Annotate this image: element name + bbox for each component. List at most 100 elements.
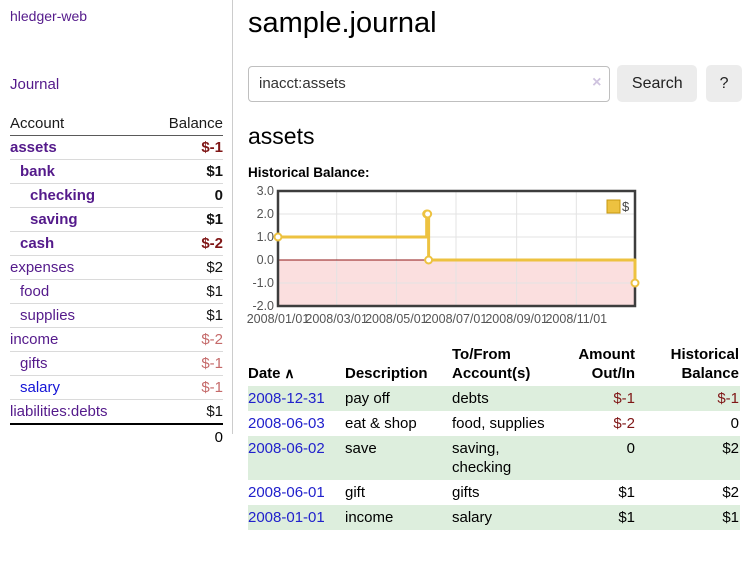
account-link-food[interactable]: food xyxy=(20,283,50,300)
account-row: gifts $-1 xyxy=(10,352,223,376)
transaction-balance: $2 xyxy=(722,484,739,501)
accounts-total-row: 0 xyxy=(10,425,223,449)
accounts-total-value: 0 xyxy=(214,428,223,446)
accounts-col-balance: Balance xyxy=(168,114,223,132)
transaction-description: save xyxy=(345,440,377,457)
sidebar-item-journal[interactable]: Journal xyxy=(10,76,60,93)
accounts-tree: Account Balance assets $-1 bank $1 checking 0… xyxy=(10,111,223,449)
transaction-accounts: saving, checking xyxy=(452,440,512,476)
transaction-accounts: debts xyxy=(452,390,489,407)
transaction-amount: 0 xyxy=(626,440,635,457)
svg-text:1.0: 1.0 xyxy=(257,230,274,244)
register-col-date: Date ∧ xyxy=(248,365,295,382)
transaction-description: eat & shop xyxy=(345,415,417,432)
accounts-header: Account Balance xyxy=(10,111,223,136)
account-balance: $-2 xyxy=(201,235,223,252)
account-balance: $-1 xyxy=(201,379,223,396)
transaction-accounts: gifts xyxy=(452,484,480,501)
account-row: checking 0 xyxy=(10,184,223,208)
svg-text:2008/01/01: 2008/01/01 xyxy=(247,312,310,326)
register-col-description: Description xyxy=(345,365,428,382)
historical-balance-chart: $3.0 2.0 1.0 0.0 -1.0 -2.0 2008/01/01 2008/03/0… xyxy=(247,184,742,334)
transaction-description: income xyxy=(345,509,394,526)
register-row: 2008-06-02 save saving, checking 0 $2 xyxy=(248,436,740,480)
transaction-balance: 0 xyxy=(730,415,739,432)
help-button[interactable]: ? xyxy=(706,65,742,102)
account-link-expenses[interactable]: expenses xyxy=(10,259,75,276)
account-link-supplies[interactable]: supplies xyxy=(20,307,76,324)
transaction-balance: $1 xyxy=(722,509,739,526)
account-balance: $1 xyxy=(206,163,223,180)
svg-text:2008/05/01: 2008/05/01 xyxy=(365,312,428,326)
svg-text:-1.0: -1.0 xyxy=(252,276,274,290)
account-balance: $1 xyxy=(206,283,223,300)
account-row: saving $1 xyxy=(10,208,223,232)
transaction-description: gift xyxy=(345,484,366,501)
clear-search-icon[interactable]: × xyxy=(592,73,602,91)
account-row: liabilities:debts $1 xyxy=(10,400,223,425)
account-row: salary $-1 xyxy=(10,376,223,400)
svg-text:2008/07/01: 2008/07/01 xyxy=(425,312,488,326)
account-balance: $-2 xyxy=(201,331,223,348)
account-row: supplies $1 xyxy=(10,304,223,328)
svg-text:$: $ xyxy=(622,199,630,214)
transaction-accounts: food, supplies xyxy=(452,415,545,432)
account-balance: $1 xyxy=(206,307,223,324)
register-row: 2008-12-31 pay off debts $-1 $-1 xyxy=(248,386,740,411)
svg-text:2008/11/01: 2008/11/01 xyxy=(545,312,607,326)
account-heading: assets xyxy=(248,123,315,149)
svg-text:2.0: 2.0 xyxy=(257,207,274,221)
svg-text:-2.0: -2.0 xyxy=(252,299,274,313)
transaction-amount: $-1 xyxy=(613,390,635,407)
account-balance: $1 xyxy=(206,211,223,228)
register-row: 2008-06-03 eat & shop food, supplies $-2 0 xyxy=(248,411,740,436)
transaction-amount: $1 xyxy=(618,509,635,526)
account-balance: $-1 xyxy=(201,139,223,156)
account-balance: $-1 xyxy=(201,355,223,372)
account-row: cash $-2 xyxy=(10,232,223,256)
account-row: expenses $2 xyxy=(10,256,223,280)
transaction-balance: $2 xyxy=(722,440,739,457)
account-balance: $1 xyxy=(206,403,223,420)
transaction-date-link[interactable]: 2008-12-31 xyxy=(248,390,325,407)
search-form: × Search ? xyxy=(248,65,742,102)
account-link-salary[interactable]: salary xyxy=(20,379,61,396)
transaction-date-link[interactable]: 2008-06-01 xyxy=(248,484,325,501)
transaction-date-link[interactable]: 2008-06-03 xyxy=(248,415,325,432)
chart-canvas: $3.0 2.0 1.0 0.0 -1.0 -2.02008/01/012008/03/0… xyxy=(247,184,640,326)
account-row: assets $-1 xyxy=(10,136,223,160)
app-brand-link[interactable]: hledger-web xyxy=(10,8,88,24)
svg-text:2008/03/01: 2008/03/01 xyxy=(305,312,368,326)
account-link-bank[interactable]: bank xyxy=(20,163,56,180)
account-row: income $-2 xyxy=(10,328,223,352)
transaction-description: pay off xyxy=(345,390,390,407)
register-col-amount: Amount Out/In xyxy=(578,346,635,382)
register-row: 2008-06-01 gift gifts $1 $2 xyxy=(248,480,740,505)
main-content: sample.journal × Search ? assets Histori… xyxy=(247,0,742,530)
account-balance: 0 xyxy=(214,187,223,204)
register-table: Date ∧ Description To/From Account(s) Amount… xyxy=(248,343,740,530)
register-col-tofrom: To/From Account(s) xyxy=(452,346,531,382)
account-link-gifts[interactable]: gifts xyxy=(20,355,48,372)
account-link-checking[interactable]: checking xyxy=(30,187,96,204)
account-link-liabilities-debts[interactable]: liabilities:debts xyxy=(10,403,108,420)
account-balance: $2 xyxy=(206,259,223,276)
account-link-assets[interactable]: assets xyxy=(10,139,57,156)
sort-asc-icon: ∧ xyxy=(280,365,295,381)
register-row: 2008-01-01 income salary $1 $1 xyxy=(248,505,740,530)
account-link-cash[interactable]: cash xyxy=(20,235,55,252)
transaction-amount: $-2 xyxy=(613,415,635,432)
account-row: food $1 xyxy=(10,280,223,304)
account-link-saving[interactable]: saving xyxy=(30,211,78,228)
register-header-row: Date ∧ Description To/From Account(s) Amount… xyxy=(248,343,740,386)
account-link-income[interactable]: income xyxy=(10,331,59,348)
transaction-accounts: salary xyxy=(452,509,493,526)
transaction-date-link[interactable]: 2008-01-01 xyxy=(248,509,325,526)
transaction-date-link[interactable]: 2008-06-02 xyxy=(248,440,325,457)
page-title: sample.journal xyxy=(248,7,437,39)
search-input[interactable] xyxy=(248,65,611,102)
transaction-balance: $-1 xyxy=(717,390,739,407)
accounts-col-account: Account xyxy=(10,114,65,132)
svg-text:2008/09/01: 2008/09/01 xyxy=(485,312,548,326)
search-button[interactable]: Search xyxy=(617,65,698,102)
